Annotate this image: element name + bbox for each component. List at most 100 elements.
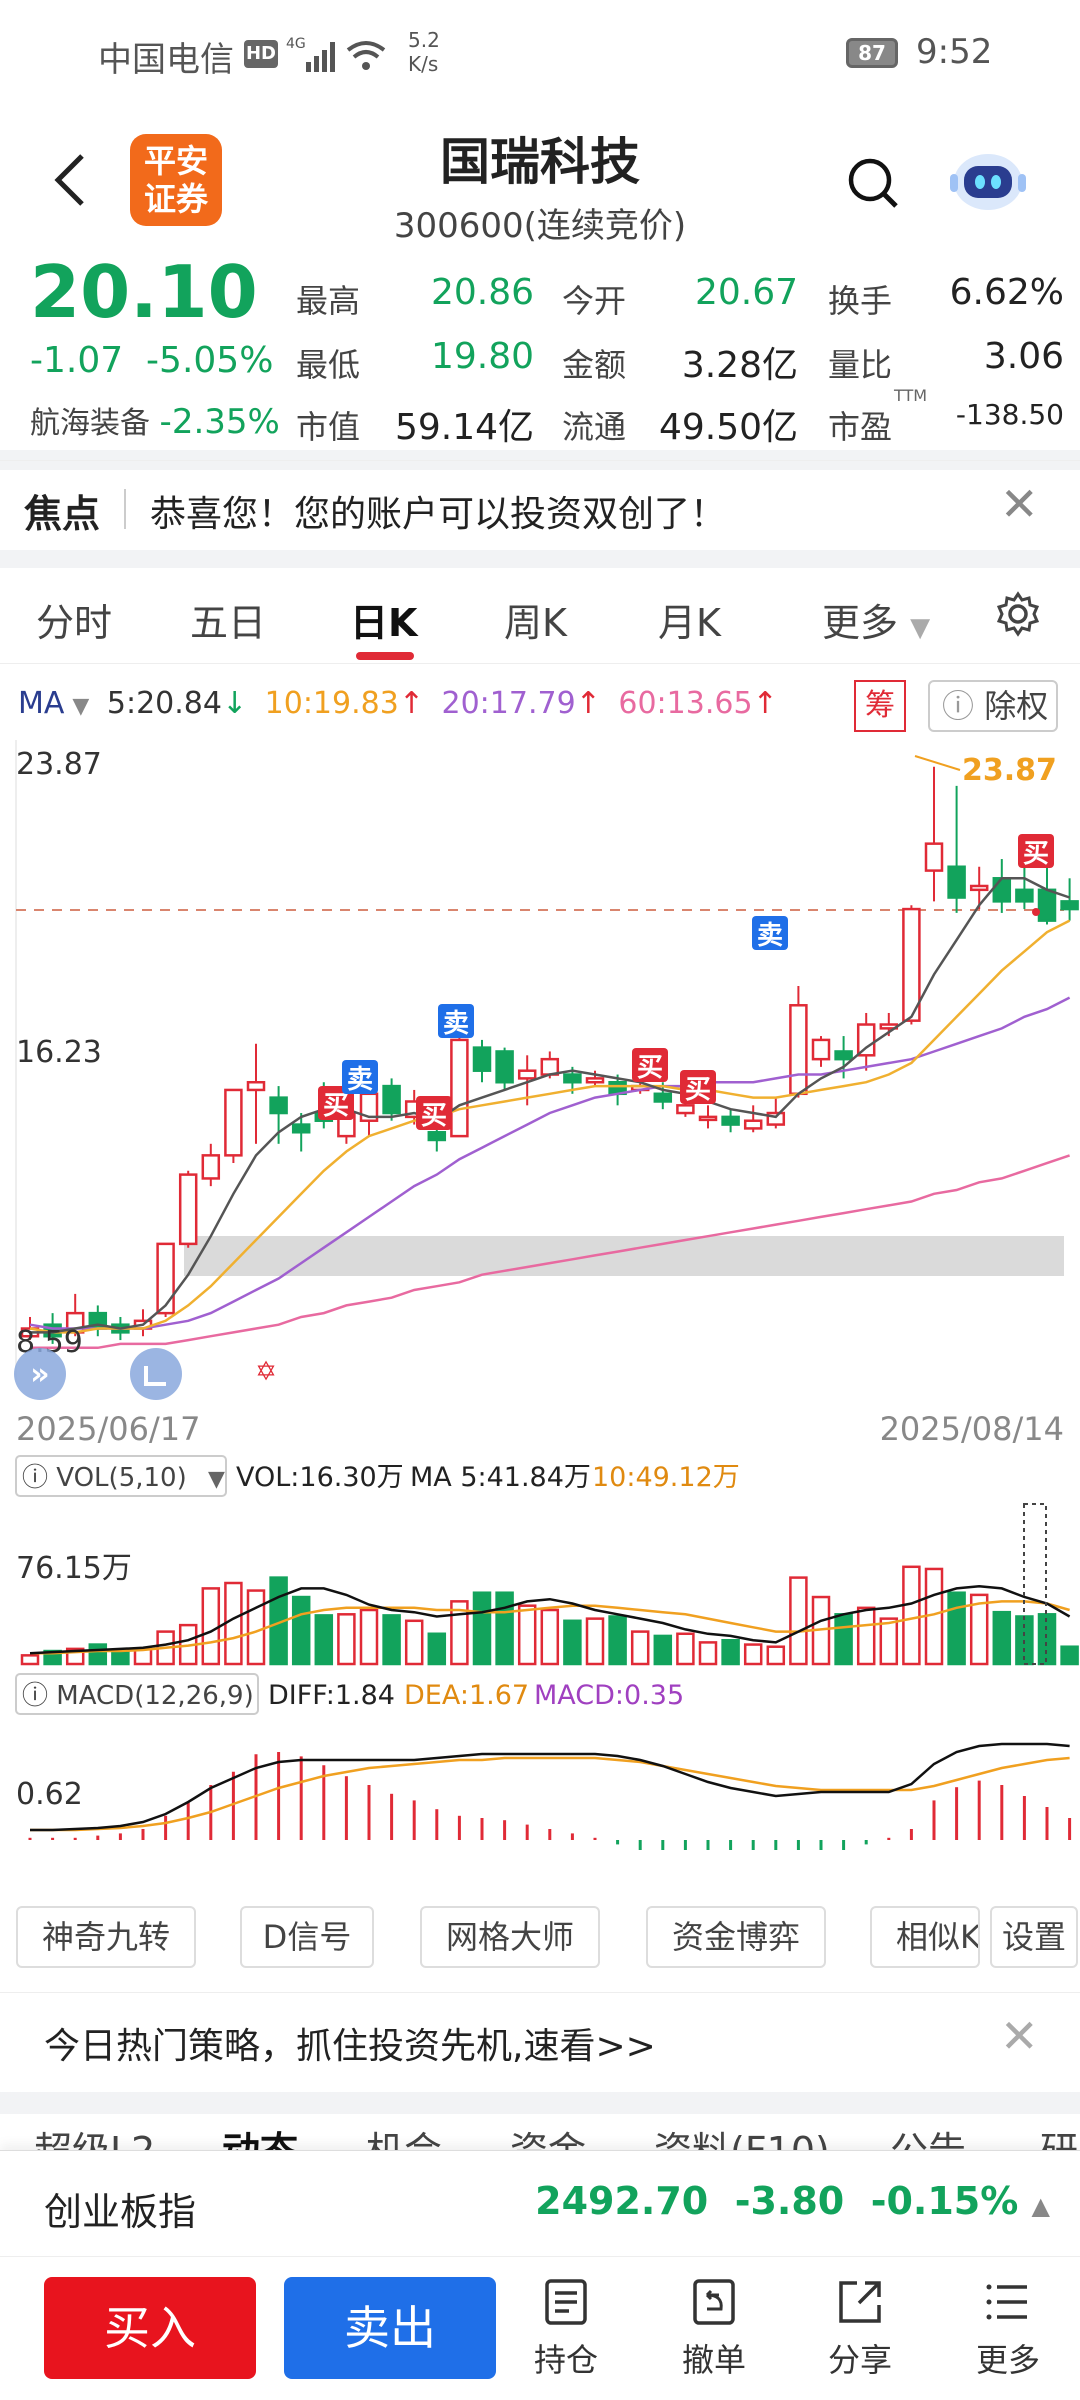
share-button[interactable]: 分享 xyxy=(810,2277,910,2381)
volume-bar xyxy=(766,1645,786,1666)
carrier: 中国电信 xyxy=(98,40,234,80)
scroll-left-handle xyxy=(14,1348,66,1400)
volume-bar xyxy=(834,1613,853,1666)
volume-bar xyxy=(721,1638,740,1666)
candle xyxy=(246,1080,266,1092)
focus-text: 恭喜您！您的账户可以投资双创了！ xyxy=(150,494,727,535)
signal-label: 买 xyxy=(1023,839,1049,869)
tool-magic-nine[interactable]: 神奇九转 xyxy=(16,1906,196,1968)
candle xyxy=(517,1069,537,1080)
sector-change[interactable]: 航海装备 -2.35% xyxy=(30,402,280,442)
focus-banner[interactable]: 焦点 恭喜您！您的账户可以投资双创了！ ✕ xyxy=(0,460,1080,550)
tool-grid-master[interactable]: 网格大师 xyxy=(420,1906,600,1968)
tool-similar-k[interactable]: 相似K xyxy=(870,1906,980,1968)
candle xyxy=(834,1050,853,1061)
dea-line xyxy=(30,1756,1070,1832)
vol-ma5-line xyxy=(29,1584,1071,1655)
index-name: 创业板指 xyxy=(44,2190,197,2234)
volume-bar xyxy=(540,1608,560,1666)
indicator-tools: 神奇九转 D信号 网格大师 资金博弈 相似K 设置 xyxy=(0,1906,1080,1976)
macd-legend: ⓘ MACD(12,26,9) xyxy=(22,1681,254,1711)
diff-line xyxy=(30,1742,1070,1832)
chips-button[interactable]: 筹 xyxy=(854,680,906,732)
signal-badge xyxy=(342,1060,378,1094)
kline-chart[interactable]: 23.87 16.23 8.59 23.87 买卖卖买买买卖买» ✡ 2025/06/17 2… xyxy=(0,740,1080,1884)
candle xyxy=(472,1046,492,1072)
tool-d-signal[interactable]: D信号 xyxy=(240,1906,374,1968)
hd-badge: HD xyxy=(244,40,278,68)
gear-icon[interactable] xyxy=(994,590,1042,642)
macd-legend-box xyxy=(15,1673,259,1715)
robot-assistant-icon[interactable] xyxy=(950,144,1026,216)
strategy-promo[interactable]: 今日热门策略，抓住投资先机,速看>> ✕ xyxy=(0,1992,1080,2092)
ma60-line xyxy=(30,1154,1071,1350)
candle xyxy=(856,1023,876,1057)
stock-name: 国瑞科技 xyxy=(440,133,640,191)
dropdown-icon: ▼ xyxy=(208,1467,225,1492)
vol-max-label: 76.15万 xyxy=(16,1551,132,1586)
holdings-button[interactable]: 持仓 xyxy=(516,2277,616,2381)
more-button[interactable]: 更多 xyxy=(958,2277,1058,2381)
tab-five-day[interactable]: 五日 xyxy=(190,601,267,645)
volume-bar xyxy=(224,1581,243,1666)
buy-button[interactable]: 买入 xyxy=(44,2277,256,2379)
vol-value: VOL:16.30万 xyxy=(236,1462,404,1493)
volume-bar xyxy=(1060,1645,1079,1666)
candle xyxy=(676,1104,695,1115)
share-icon xyxy=(839,2281,881,2323)
quote-value: -138.50 xyxy=(955,398,1064,431)
candle xyxy=(698,1115,718,1122)
candle xyxy=(1015,888,1034,903)
quote-value: 20.67 xyxy=(694,272,798,313)
broker-logo: 平安 证券 xyxy=(130,134,222,226)
tool-capital-game[interactable]: 资金博弈 xyxy=(646,1906,826,1968)
candle xyxy=(1060,900,1079,911)
signal-label: 卖 xyxy=(443,1009,469,1039)
zoom-handle xyxy=(130,1348,182,1400)
close-icon[interactable]: ✕ xyxy=(1000,2009,1039,2063)
menu-icon xyxy=(986,2284,1027,2320)
signal-label: 卖 xyxy=(347,1065,373,1095)
ma-legend[interactable]: MA ▼ 5:20.84↓ 10:19.83↑ 20:17.79↑ 60:13.6… xyxy=(18,686,778,721)
volume-bar xyxy=(856,1606,876,1666)
candle xyxy=(902,907,921,1022)
tab-more[interactable]: 更多 ▼ xyxy=(822,601,931,645)
tab-monthly-k[interactable]: 月K xyxy=(658,601,721,645)
tab-weekly-k[interactable]: 周K xyxy=(504,601,567,645)
tool-settings[interactable]: 设置 xyxy=(990,1906,1078,1968)
close-icon[interactable]: ✕ xyxy=(1000,477,1039,531)
candle xyxy=(495,1050,514,1084)
stock-code: 300600(连续竞价) xyxy=(393,206,687,246)
tab-intraday[interactable]: 分时 xyxy=(36,601,113,645)
ex-rights-button[interactable]: ⓘ 除权 xyxy=(928,680,1058,732)
index-ticker[interactable]: 创业板指 2492.70 -3.80 -0.15% ▲ xyxy=(0,2150,1080,2256)
back-icon[interactable] xyxy=(48,150,96,210)
volume-bar xyxy=(608,1615,627,1666)
signal-badge xyxy=(680,1070,716,1104)
candle xyxy=(427,1131,447,1142)
volume-bar xyxy=(789,1576,808,1666)
signal-label: 买 xyxy=(323,1091,349,1121)
signal-label: 买 xyxy=(637,1053,663,1083)
quote-label: 今开 xyxy=(562,282,627,320)
signal-badge xyxy=(438,1004,474,1038)
candle xyxy=(224,1088,243,1157)
volume-bar xyxy=(337,1613,356,1666)
sell-button[interactable]: 卖出 xyxy=(284,2277,496,2379)
signal-badge xyxy=(416,1096,452,1130)
y-label-mid: 16.23 xyxy=(16,1035,102,1070)
quote-value: 19.80 xyxy=(430,336,534,377)
candle xyxy=(811,1038,831,1061)
volume-bar xyxy=(359,1608,379,1666)
volume-bar xyxy=(111,1649,130,1666)
signal-label: 卖 xyxy=(757,921,783,951)
tab-daily-k[interactable]: 日K xyxy=(350,601,418,645)
clock: 9:52 xyxy=(916,32,993,72)
candle xyxy=(947,865,966,899)
cancel-order-button[interactable]: 撤单 xyxy=(664,2277,764,2381)
search-icon[interactable] xyxy=(846,156,902,212)
signal-badge xyxy=(632,1048,668,1082)
quote-label: 市值 xyxy=(296,408,361,446)
candle xyxy=(269,1096,288,1115)
quote-value: 3.06 xyxy=(983,336,1064,377)
